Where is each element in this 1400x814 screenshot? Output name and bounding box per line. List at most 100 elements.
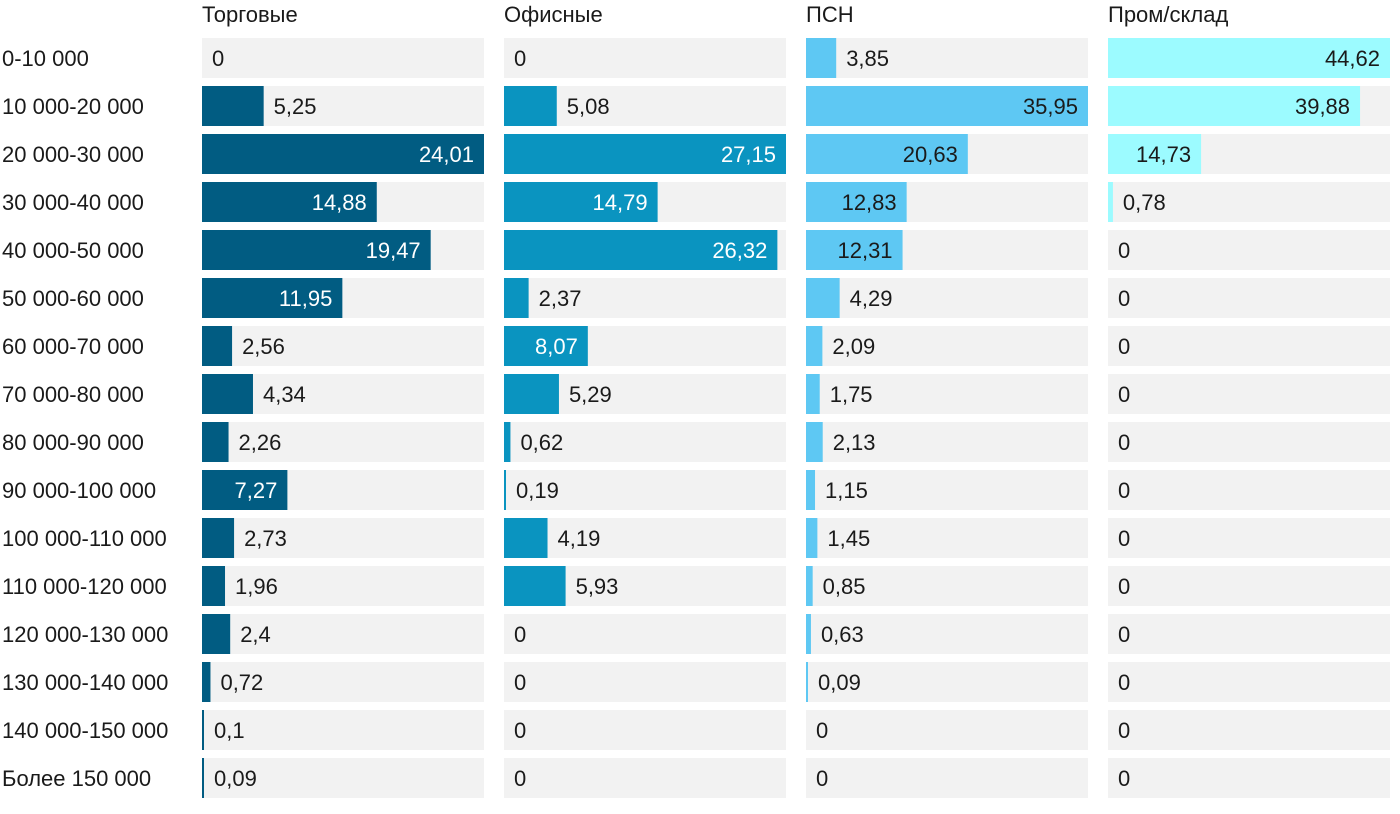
bar-track bbox=[1108, 758, 1390, 798]
bar-track bbox=[1108, 614, 1390, 654]
bar bbox=[202, 326, 233, 366]
value-label: 12,83 bbox=[842, 190, 897, 215]
value-label: 8,07 bbox=[535, 334, 578, 359]
value-label: 26,32 bbox=[712, 238, 767, 263]
value-label: 0 bbox=[1118, 286, 1130, 311]
bar-track bbox=[1108, 230, 1390, 270]
category-label: 100 000-110 000 bbox=[2, 526, 167, 551]
value-label: 1,15 bbox=[825, 478, 868, 503]
panel-title: Пром/склад bbox=[1108, 2, 1228, 27]
value-label: 2,73 bbox=[244, 526, 287, 551]
value-label: 4,29 bbox=[850, 286, 893, 311]
value-label: 5,25 bbox=[274, 94, 317, 119]
value-label: 1,96 bbox=[235, 574, 278, 599]
bar bbox=[806, 614, 811, 654]
value-label: 0,63 bbox=[821, 622, 864, 647]
value-label: 0 bbox=[1118, 574, 1130, 599]
bar bbox=[504, 566, 566, 606]
bar-track bbox=[806, 326, 1088, 366]
bar bbox=[504, 182, 658, 222]
value-label: 0 bbox=[1118, 766, 1130, 791]
category-label: 30 000-40 000 bbox=[2, 190, 144, 215]
panel-title: Торговые bbox=[202, 2, 298, 27]
bar-track bbox=[1108, 422, 1390, 462]
bar-track bbox=[202, 38, 484, 78]
panel-1: Торговые 0 5,25 24,01 14,88 19,47 11,95 2,56 4,3… bbox=[202, 2, 484, 798]
value-label: 4,19 bbox=[558, 526, 601, 551]
bar-track bbox=[202, 326, 484, 366]
category-label: 20 000-30 000 bbox=[2, 142, 144, 167]
bar bbox=[806, 374, 820, 414]
bar bbox=[202, 278, 343, 318]
value-label: 14,73 bbox=[1136, 142, 1191, 167]
value-label: 2,09 bbox=[832, 334, 875, 359]
value-label: 24,01 bbox=[419, 142, 474, 167]
category-label: 70 000-80 000 bbox=[2, 382, 144, 407]
bar bbox=[806, 278, 840, 318]
bar bbox=[806, 518, 818, 558]
category-labels: 0-10 000 10 000-20 000 20 000-30 000 30 000… bbox=[2, 46, 168, 791]
panel-title: ПСН bbox=[806, 2, 854, 27]
value-label: 14,88 bbox=[312, 190, 367, 215]
bar bbox=[806, 182, 907, 222]
panel-2: Офисные05,0827,1514,7926,322,378,075,290… bbox=[504, 2, 786, 798]
value-label: 0 bbox=[1118, 718, 1130, 743]
category-label: 40 000-50 000 bbox=[2, 238, 144, 263]
bar-track bbox=[1108, 326, 1390, 366]
value-label: 0 bbox=[1118, 526, 1130, 551]
bar-track bbox=[504, 662, 786, 702]
value-label: 7,27 bbox=[235, 478, 278, 503]
category-label: 60 000-70 000 bbox=[2, 334, 144, 359]
value-label: 0 bbox=[514, 766, 526, 791]
bar-track bbox=[806, 470, 1088, 510]
bar bbox=[202, 422, 229, 462]
bar-track bbox=[202, 710, 484, 750]
bar bbox=[202, 230, 431, 270]
bar bbox=[504, 326, 588, 366]
value-label: 0,1 bbox=[214, 718, 245, 743]
bar-track bbox=[202, 422, 484, 462]
value-label: 1,75 bbox=[830, 382, 873, 407]
bar-track bbox=[806, 710, 1088, 750]
category-label: 10 000-20 000 bbox=[2, 94, 144, 119]
value-label: 35,95 bbox=[1023, 94, 1078, 119]
value-label: 39,88 bbox=[1295, 94, 1350, 119]
chart-panels: Торговые 0 5,25 24,01 14,88 19,47 11,95 2,56 4,3… bbox=[202, 2, 1390, 798]
value-label: 0,85 bbox=[823, 574, 866, 599]
bar bbox=[202, 566, 226, 606]
value-label: 2,4 bbox=[240, 622, 271, 647]
value-label: 2,56 bbox=[242, 334, 285, 359]
bar bbox=[1108, 38, 1390, 78]
value-label: 4,34 bbox=[263, 382, 306, 407]
category-label: 0-10 000 bbox=[2, 46, 89, 71]
bar bbox=[202, 758, 204, 798]
value-label: 0,72 bbox=[220, 670, 263, 695]
value-label: 11,95 bbox=[279, 286, 332, 311]
value-label: 0,62 bbox=[520, 430, 563, 455]
value-label: 0 bbox=[1118, 622, 1130, 647]
bar bbox=[202, 374, 253, 414]
category-label: 140 000-150 000 bbox=[2, 718, 168, 743]
bar bbox=[1108, 86, 1361, 126]
bar-track bbox=[1108, 374, 1390, 414]
value-label: 12,31 bbox=[837, 238, 892, 263]
value-label: 5,08 bbox=[567, 94, 610, 119]
bar bbox=[806, 86, 1088, 126]
bar-track bbox=[806, 422, 1088, 462]
bar bbox=[806, 134, 968, 174]
value-label: 0 bbox=[1118, 670, 1130, 695]
value-label: 0 bbox=[1118, 238, 1130, 263]
value-label: 20,63 bbox=[903, 142, 958, 167]
bar-track bbox=[806, 662, 1088, 702]
category-label: 90 000-100 000 bbox=[2, 478, 156, 503]
category-label: 130 000-140 000 bbox=[2, 670, 168, 695]
value-label: 2,37 bbox=[539, 286, 582, 311]
bar bbox=[202, 518, 235, 558]
bar-track bbox=[504, 710, 786, 750]
bar-track bbox=[1108, 566, 1390, 606]
bar bbox=[202, 134, 484, 174]
value-label: 2,13 bbox=[833, 430, 876, 455]
bar-track bbox=[504, 38, 786, 78]
bar bbox=[202, 470, 288, 510]
